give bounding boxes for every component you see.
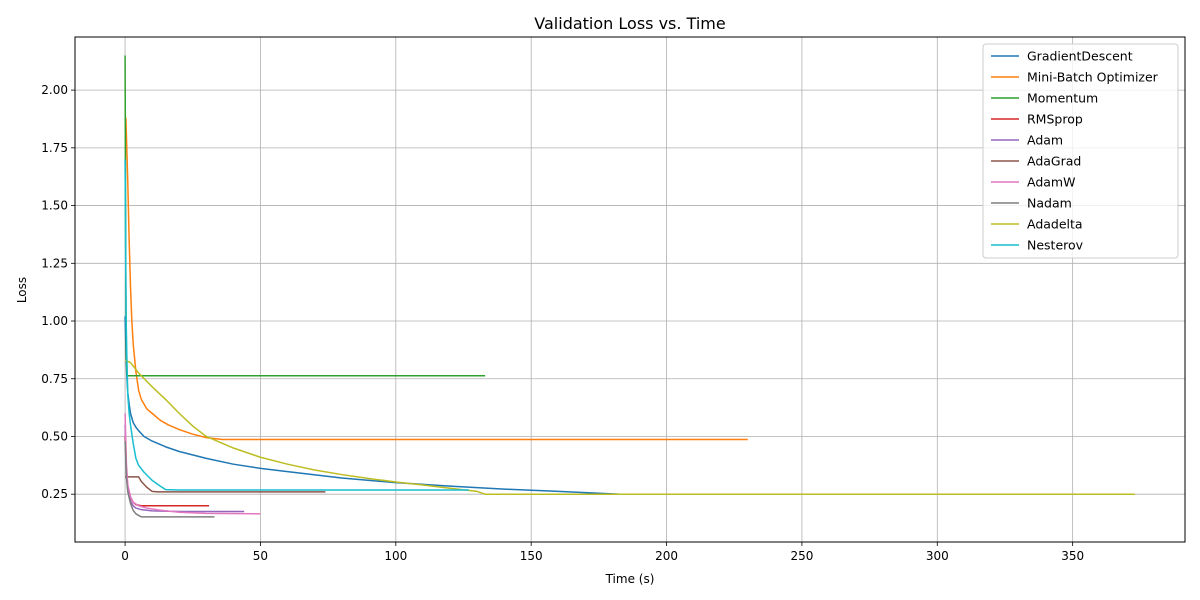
legend-label: Mini-Batch Optimizer <box>1027 70 1159 85</box>
series-line-nesterov <box>124 159 469 491</box>
series-lines <box>124 55 1135 518</box>
chart-title: Validation Loss vs. Time <box>534 14 725 33</box>
series-line-adagrad <box>125 476 326 493</box>
legend-label: RMSprop <box>1027 112 1083 127</box>
legend-label: Adam <box>1027 133 1063 148</box>
x-tick-label: 300 <box>926 549 949 563</box>
legend-label: AdaGrad <box>1027 154 1081 169</box>
series-line-adadelta <box>124 359 1135 495</box>
y-tick-label: 1.50 <box>41 199 68 213</box>
legend-frame <box>982 43 1179 259</box>
x-tick-label: 100 <box>384 549 407 563</box>
legend-label: Momentum <box>1027 91 1098 106</box>
x-tick-label: 50 <box>253 549 268 563</box>
series-line-nadam <box>124 441 215 518</box>
legend-label: Nadam <box>1027 196 1072 211</box>
y-tick-label: 1.00 <box>41 314 68 328</box>
legend-label: Nesterov <box>1027 238 1084 253</box>
x-tick-label: 0 <box>121 549 129 563</box>
legend-label: Adadelta <box>1027 217 1083 232</box>
x-tick-label: 250 <box>790 549 813 563</box>
plot-frame <box>74 36 1186 543</box>
y-tick-label: 1.75 <box>41 141 68 155</box>
y-tick-label: 0.75 <box>41 372 68 386</box>
legend: GradientDescent Mini-Batch Optimizer Momen… <box>982 43 1179 259</box>
legend-label: GradientDescent <box>1027 49 1133 64</box>
y-tick-label: 0.25 <box>41 487 68 501</box>
legend-label: AdamW <box>1027 175 1075 190</box>
y-axis: 0.25 0.50 0.75 1.00 1.25 1.50 1.75 2.00 <box>41 83 75 501</box>
x-axis: 0 50 100 150 200 250 300 350 <box>121 542 1084 563</box>
y-axis-label: Loss <box>15 277 29 303</box>
y-tick-label: 2.00 <box>41 83 68 97</box>
x-axis-label: Time (s) <box>605 572 655 586</box>
y-tick-label: 0.50 <box>41 429 68 443</box>
y-tick-label: 1.25 <box>41 256 68 270</box>
x-tick-label: 200 <box>655 549 678 563</box>
x-tick-label: 150 <box>520 549 543 563</box>
x-tick-label: 350 <box>1061 549 1084 563</box>
series-line-adamw <box>124 413 261 515</box>
series-line-mini-batch-optimizer <box>125 117 748 441</box>
